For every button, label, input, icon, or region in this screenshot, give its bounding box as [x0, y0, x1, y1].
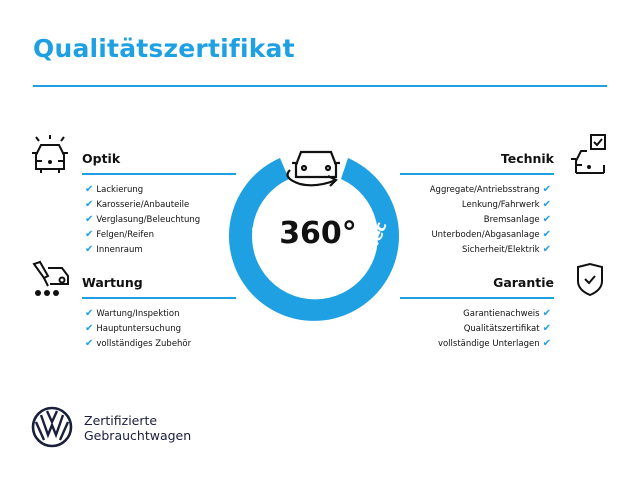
- check-icon: ✔: [542, 229, 551, 240]
- list-item: ✔ Innenraum: [85, 244, 143, 255]
- section-title: Garantie: [493, 275, 554, 290]
- section-optik: Optik ✔ Lackierung ✔ Karosserie/Anbauteile…: [82, 151, 236, 257]
- check-icon: ✔: [542, 199, 551, 210]
- service-tools-icon: [32, 260, 69, 296]
- check-icon: ✔: [85, 184, 94, 195]
- list-item: Lenkung/Fahrwerk ✔: [461, 199, 551, 210]
- section-wartung: Wartung ✔ Wartung/Inspektion ✔ Hauptunters…: [82, 275, 236, 351]
- title-divider: [33, 85, 607, 87]
- check-icon: ✔: [85, 308, 94, 319]
- list-item: Qualitätszertifikat ✔: [463, 323, 551, 334]
- check-icon: ✔: [542, 214, 551, 225]
- section-divider: [400, 297, 554, 299]
- section-divider: [82, 173, 236, 175]
- check-icon: ✔: [85, 199, 94, 210]
- check-icon: ✔: [542, 184, 551, 195]
- car-rotate-icon: [286, 150, 340, 187]
- list-item: Bremsanlage ✔: [483, 214, 551, 225]
- section-garantie: Garantie Garantienachweis ✔ Qualitätszert…: [400, 275, 554, 351]
- brand-text: Zertifizierte Gebrauchtwagen: [84, 413, 192, 443]
- list-item: ✔ Verglasung/Beleuchtung: [85, 214, 201, 225]
- list-item: Unterboden/Abgasanlage ✔: [431, 229, 551, 240]
- check-icon: ✔: [85, 323, 94, 334]
- list-item: Sicherheit/Elektrik ✔: [462, 244, 551, 255]
- list-item: Garantienachweis ✔: [463, 308, 551, 319]
- check-icon: ✔: [85, 214, 94, 225]
- section-divider: [400, 173, 554, 175]
- list-item: ✔ Lackierung: [85, 184, 144, 195]
- check-icon: ✔: [85, 244, 94, 255]
- section-title: Technik: [500, 151, 554, 166]
- list-item: Aggregate/Antriebsstrang ✔: [429, 184, 551, 195]
- list-item: ✔ vollständiges Zubehör: [85, 338, 192, 349]
- list-item: ✔ Hauptuntersuchung: [85, 323, 181, 334]
- car-lights-icon: [32, 135, 68, 173]
- list-item: ✔ Wartung/Inspektion: [85, 308, 180, 319]
- check-icon: ✔: [542, 338, 551, 349]
- car-check-icon: [571, 134, 606, 174]
- list-item: ✔ Felgen/Reifen: [85, 229, 155, 240]
- check-icon: ✔: [542, 244, 551, 255]
- check-icon: ✔: [542, 308, 551, 319]
- page-title: Qualitätszertifikat: [33, 34, 295, 63]
- 360-check-ring: Gebrauchtwagen-Check 360°: [220, 130, 399, 321]
- check-icon: ✔: [542, 323, 551, 334]
- check-icon: ✔: [85, 338, 94, 349]
- section-technik: Technik Aggregate/Antriebsstrang ✔ Lenkun…: [400, 151, 554, 257]
- list-item: ✔ Karosserie/Anbauteile: [85, 199, 190, 210]
- vw-logo: [31, 406, 73, 448]
- section-title: Wartung: [82, 275, 143, 290]
- check-icon: ✔: [85, 229, 94, 240]
- degrees-label: 360°: [279, 216, 357, 251]
- section-title: Optik: [82, 151, 121, 166]
- section-divider: [82, 297, 236, 299]
- list-item: vollständige Unterlagen ✔: [437, 338, 551, 349]
- shield-check-icon: [577, 262, 603, 297]
